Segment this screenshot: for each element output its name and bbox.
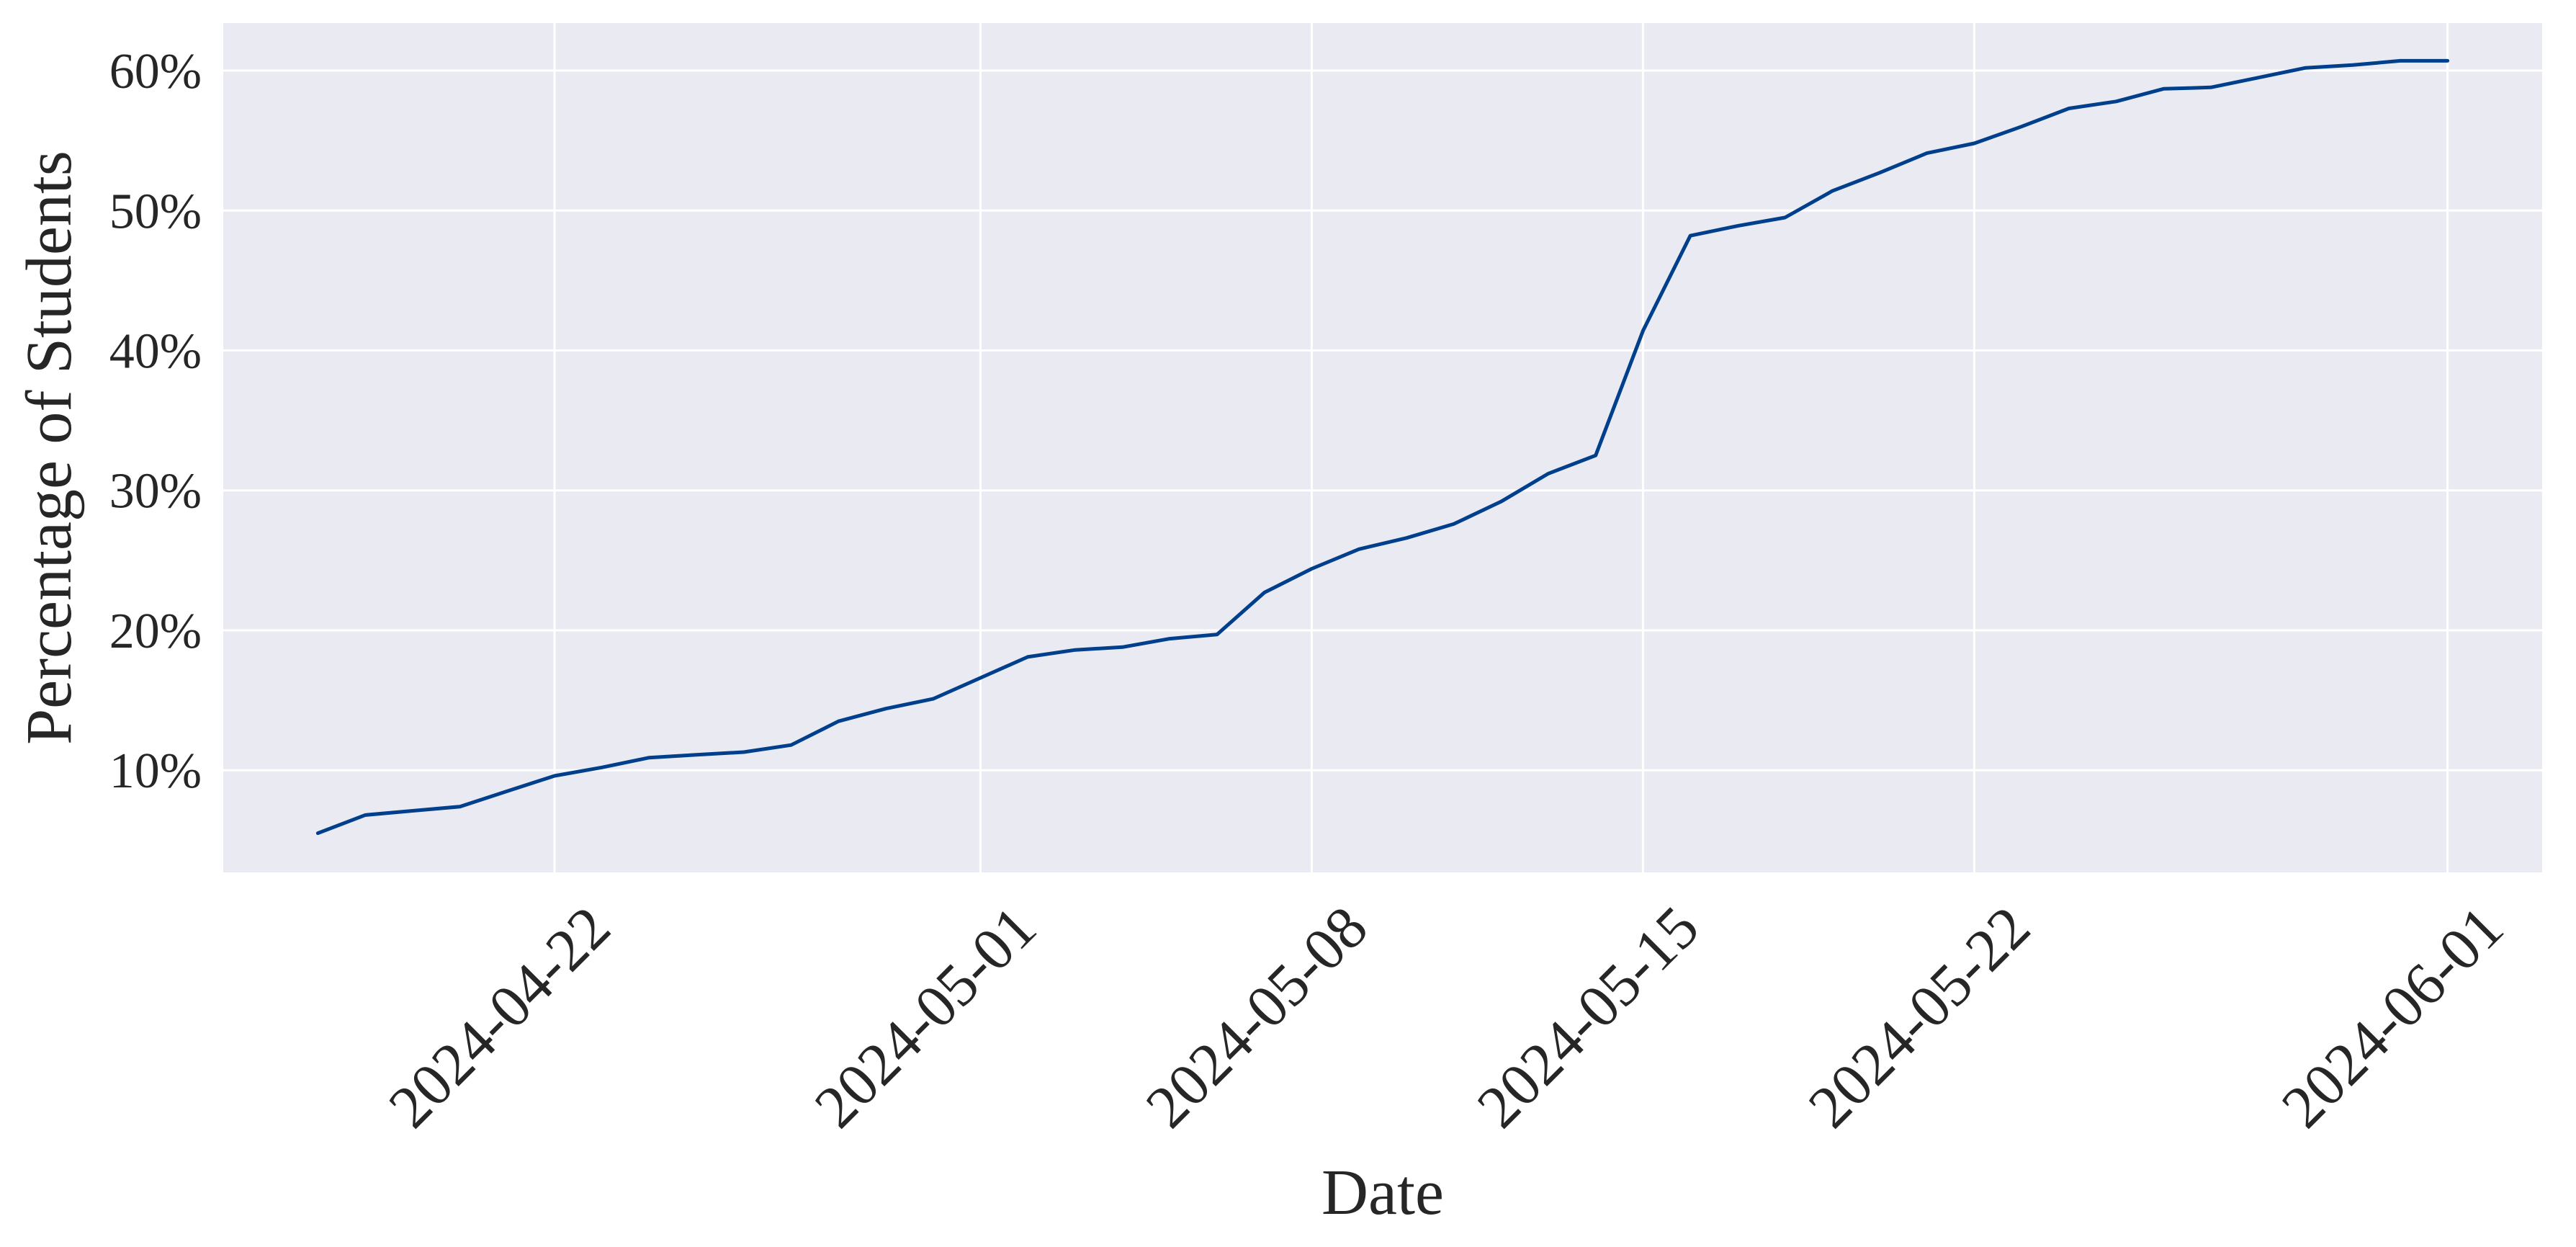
series-layer	[315, 58, 2450, 836]
y-axis-label: Percentage of Students	[14, 151, 85, 745]
x-tick-label: 2024-05-15	[1465, 894, 1712, 1141]
x-tick-label: 2024-04-22	[376, 894, 623, 1141]
grid	[223, 23, 2542, 872]
y-tick-label: 40%	[109, 324, 202, 380]
x-tick-label: 2024-05-01	[802, 894, 1049, 1141]
x-axis-label: Date	[1321, 1157, 1444, 1228]
series-line	[315, 58, 2450, 836]
plot-background	[223, 23, 2542, 872]
y-tick-label: 30%	[109, 464, 202, 519]
x-tick-label: 2024-05-22	[1796, 894, 2043, 1141]
x-tick-label: 2024-05-08	[1134, 894, 1381, 1141]
y-tick-label: 20%	[109, 604, 202, 659]
y-tick-label: 50%	[109, 184, 202, 239]
x-tick-label: 2024-06-01	[2269, 894, 2516, 1141]
y-tick-label: 10%	[109, 743, 202, 799]
y-tick-label: 60%	[109, 44, 202, 99]
